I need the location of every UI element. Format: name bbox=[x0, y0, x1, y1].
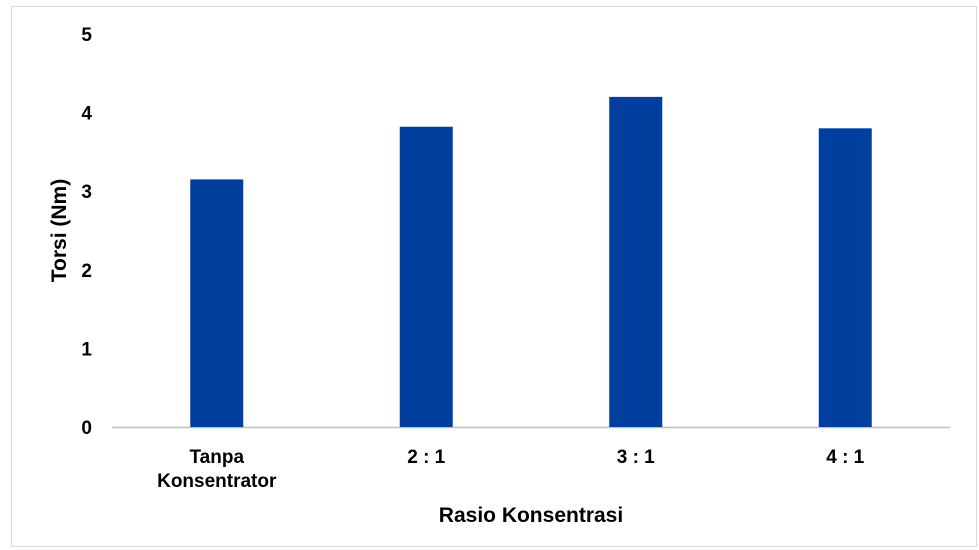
bars bbox=[190, 96, 872, 428]
x-axis-title: Rasio Konsentrasi bbox=[439, 504, 623, 527]
bar bbox=[818, 128, 872, 427]
chart-frame bbox=[11, 6, 977, 547]
y-axis-title: Torsi (Nm) bbox=[48, 179, 71, 282]
y-tick-label: 3 bbox=[81, 182, 92, 203]
y-tick-label: 1 bbox=[81, 339, 92, 360]
x-tick-label: 4 : 1 bbox=[826, 447, 864, 468]
x-axis-tick-labels: Tanpa Konsentrator 2 : 1 3 : 1 4 : 1 bbox=[157, 447, 865, 492]
x-tick-label-line: Tanpa bbox=[189, 447, 244, 468]
x-tick-label-line: Konsentrator bbox=[157, 471, 277, 492]
x-tick-label-line: 3 : 1 bbox=[617, 447, 655, 468]
x-tick-label-line: 4 : 1 bbox=[826, 447, 864, 468]
y-tick-label: 4 bbox=[81, 104, 92, 125]
y-tick-label: 0 bbox=[81, 418, 92, 439]
y-axis-tick-labels: 0 1 2 3 4 5 bbox=[81, 25, 92, 439]
x-tick-label-line: 2 : 1 bbox=[407, 447, 445, 468]
x-tick-label: 3 : 1 bbox=[617, 447, 655, 468]
y-tick-label: 5 bbox=[81, 25, 92, 46]
y-tick-label: 2 bbox=[81, 261, 92, 282]
bar bbox=[609, 96, 663, 427]
bar bbox=[399, 126, 453, 428]
x-tick-label: 2 : 1 bbox=[407, 447, 445, 468]
x-tick-label: Tanpa Konsentrator bbox=[157, 447, 277, 492]
bar bbox=[190, 179, 244, 427]
